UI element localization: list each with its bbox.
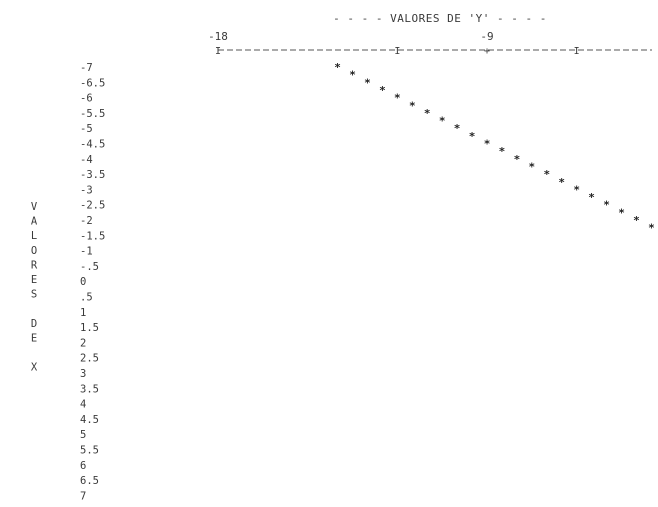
row-label: 5.5 [80,445,99,457]
ruler-tick-mark: I [215,46,221,57]
row-label: -.5 [80,261,99,273]
row-label: 2.5 [80,353,99,365]
data-point-interpolated: * [499,145,506,158]
ruler-tick-mark: I [574,46,580,57]
row-label: 4.5 [80,414,99,426]
data-point: * [603,199,610,212]
vertical-label-letter: O [31,245,37,257]
vertical-label-letter: A [31,216,38,228]
row-label: 3 [80,368,86,380]
row-label: 0 [80,276,86,288]
row-label: -1 [80,246,93,258]
row-label: -3.5 [80,169,105,181]
vertical-label-letter: D [31,318,37,330]
top-tick-label: -18 [208,30,228,43]
data-point: * [573,183,580,196]
row-label: -6 [80,93,93,105]
top-tick-label: -9 [480,30,493,43]
row-label: 2 [80,337,86,349]
row-label: -3 [80,184,93,196]
row-label: 5 [80,429,86,441]
data-point-interpolated: * [439,115,446,128]
vertical-label-letter: S [31,289,37,301]
row-label: -2.5 [80,200,105,212]
data-point-interpolated: * [618,206,625,219]
data-point: * [364,76,371,89]
vertical-label-letter: V [31,201,38,213]
data-point-interpolated: * [558,176,565,189]
row-label: -4 [80,154,93,166]
row-label: 1.5 [80,322,99,334]
vertical-label-letter: R [31,259,38,271]
data-point: * [454,122,461,135]
row-label: 3.5 [80,383,99,395]
data-point-interpolated: * [349,69,356,82]
data-point-interpolated: * [379,84,386,97]
data-points: ****************************************… [334,61,655,235]
row-label: 6 [80,460,86,472]
data-point-interpolated: * [529,160,536,173]
data-point: * [394,92,401,105]
data-point-interpolated: * [588,191,595,204]
data-point: * [543,168,550,181]
data-point: * [424,107,431,120]
ruler-plus-mark: + [484,46,490,57]
vertical-label-letter: X [31,362,38,374]
vertical-label-letter: L [31,230,37,242]
data-point: * [334,61,341,74]
row-label: 6.5 [80,475,99,487]
data-point: * [484,138,491,151]
top-ruler: IIIII++ [215,46,652,57]
row-label: -5.5 [80,108,105,120]
row-label: -2 [80,215,93,227]
data-point-interpolated: * [469,130,476,143]
row-label: -5 [80,123,93,135]
row-label: -7 [80,62,93,74]
row-label: -1.5 [80,230,105,242]
row-label: 4 [80,399,86,411]
data-point: * [633,214,640,227]
ruler-tick-mark: I [394,46,400,57]
row-label: .5 [80,292,93,304]
row-label: -4.5 [80,139,105,151]
row-label: 1 [80,307,86,319]
data-point: * [514,153,521,166]
top-tick-labels: -18-909 [208,30,494,43]
chart-title: - - - - VALORES DE 'Y' - - - - [333,12,547,25]
data-point-interpolated: * [409,99,416,112]
vertical-label-letter: E [31,274,37,286]
row-label: 7 [80,490,86,502]
row-label: -6.5 [80,77,105,89]
row-labels: -7 -6.5 -6 -5.5 -5 -4.5 -4 -3.5 -3 -2.5 -2 -1.5 -1 -.… [80,62,105,502]
data-point-interpolated: * [648,222,655,235]
vertical-label-letter: E [31,332,37,344]
